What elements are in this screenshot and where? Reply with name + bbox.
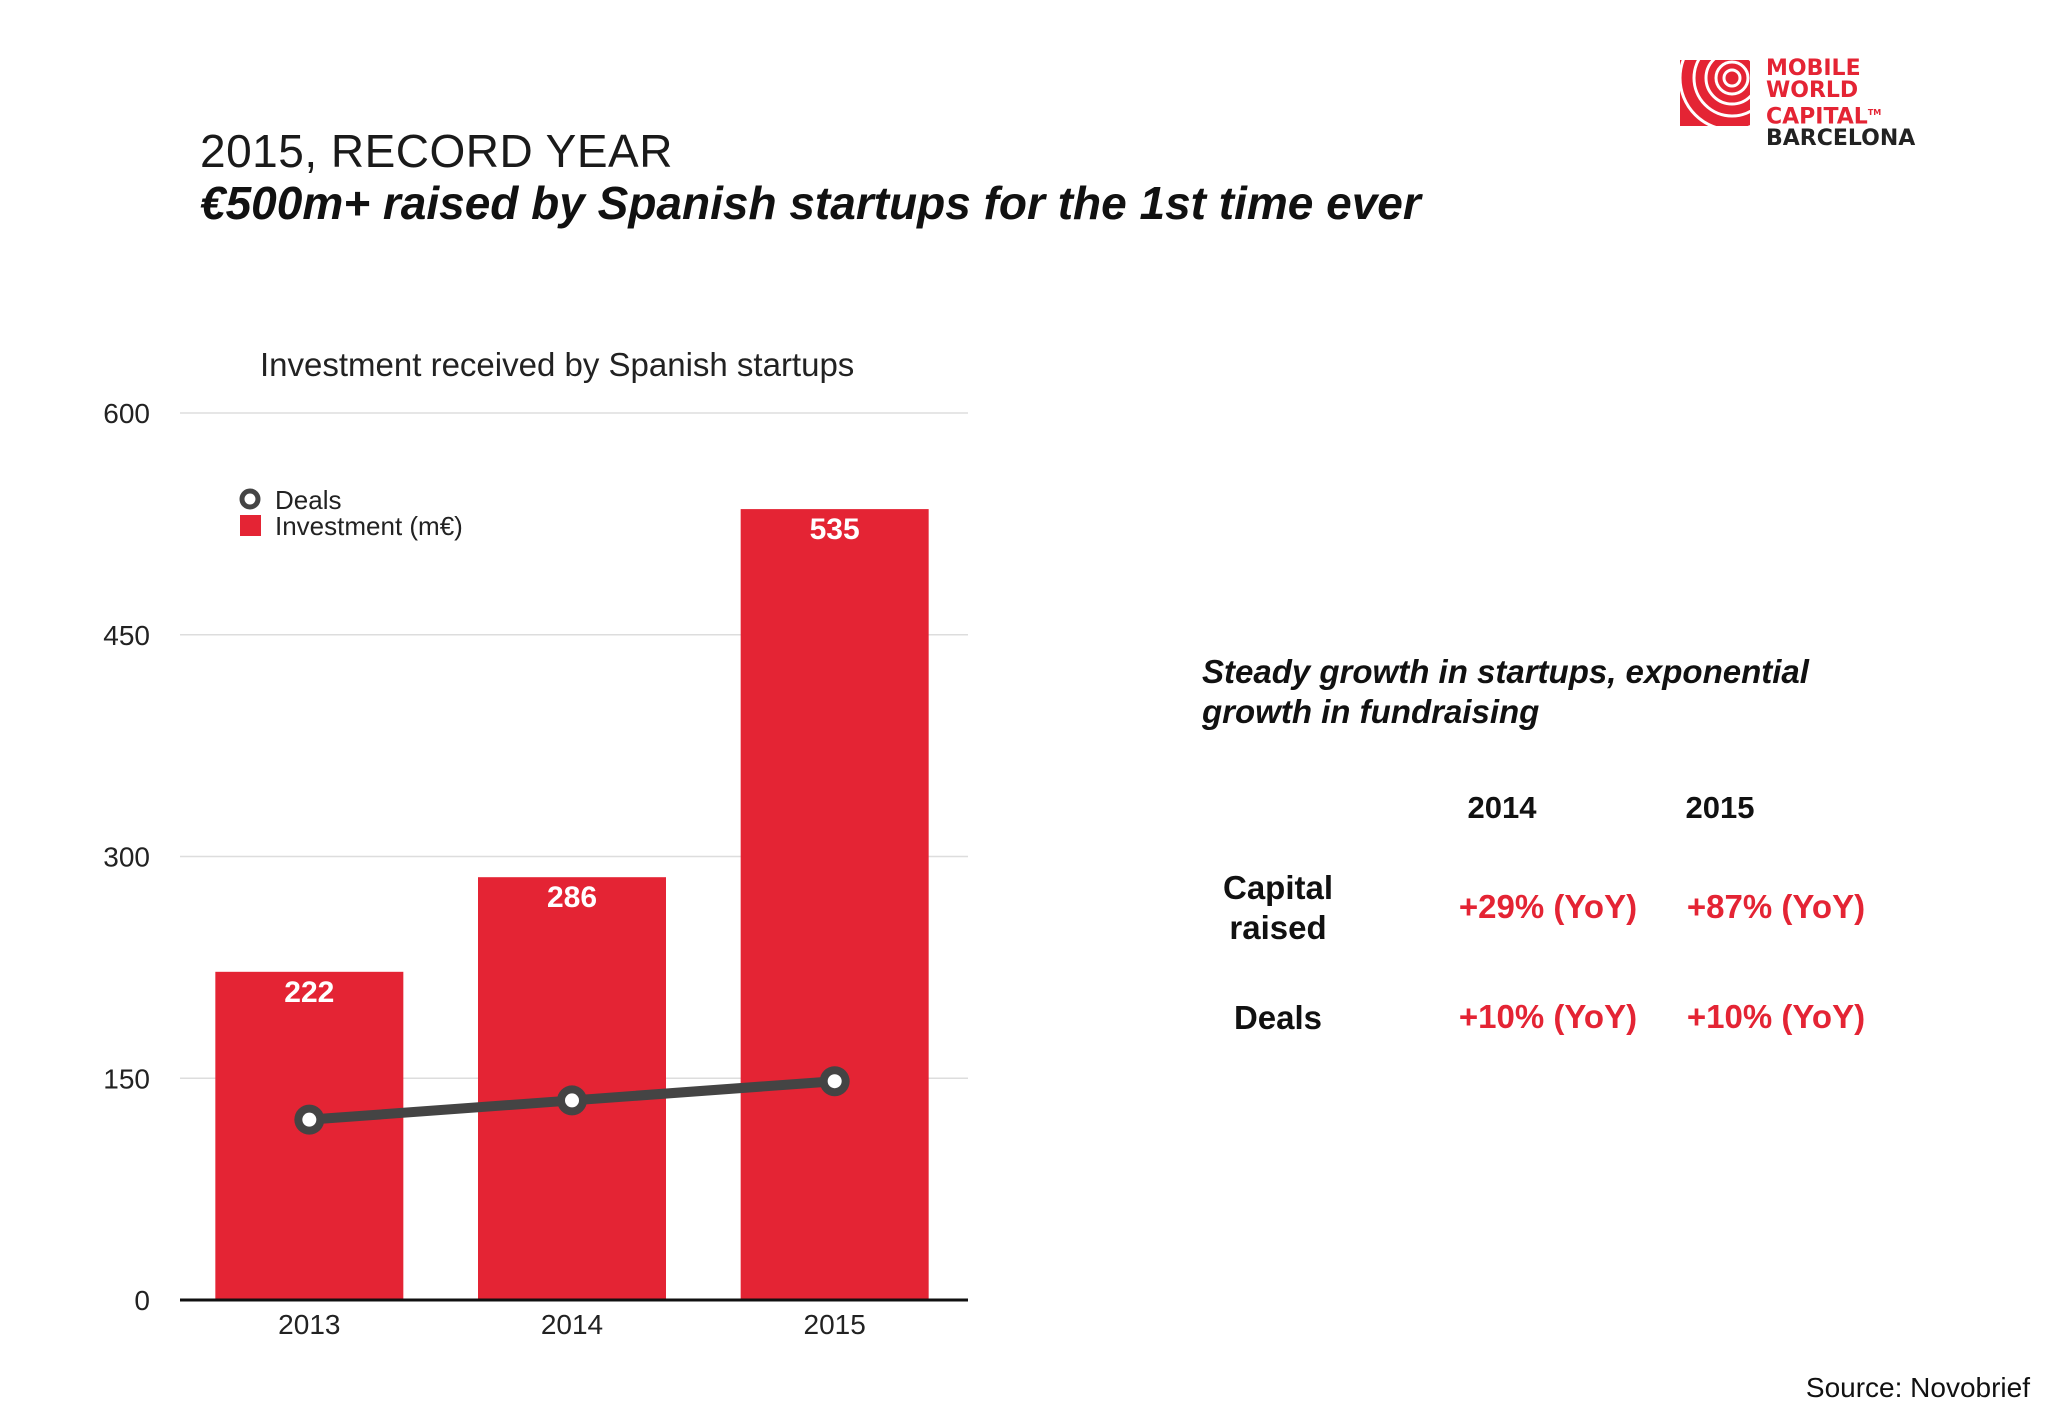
cell-deals-2014: +10% (YoY)	[1458, 998, 1638, 1035]
investment-chart: 222 286 535 0 150 300 450 600 2013 2014 2015 Deal…	[103, 398, 968, 1340]
x-tick-label: 2013	[278, 1309, 340, 1340]
logo-line-2: WORLD CAPITAL	[1766, 78, 1868, 130]
legend-investment-label: Investment (m€)	[275, 511, 463, 541]
cell-capital-2014: +29% (YoY)	[1458, 888, 1638, 925]
mobile-world-capital-logo: MOBILE WORLD CAPITALTM BARCELONA	[1680, 56, 1980, 150]
cell-deals-2015: +10% (YoY)	[1686, 998, 1866, 1035]
y-tick-label: 600	[103, 398, 150, 429]
deals-point-center	[302, 1112, 317, 1127]
y-tick-label: 150	[103, 1063, 150, 1094]
table-header-2015: 2015	[1685, 790, 1755, 825]
data-label-2013: 222	[284, 976, 334, 1009]
table-header-2014: 2014	[1467, 790, 1537, 825]
legend-deals-marker	[239, 488, 261, 510]
row-label-deals: Deals	[1233, 999, 1323, 1036]
x-tick-label: 2014	[541, 1309, 603, 1340]
logo-line-3: BARCELONA	[1766, 126, 1916, 152]
row-label-capital-raised: Capital raised	[1222, 869, 1334, 946]
kicker: 2015, RECORD YEAR	[200, 125, 673, 177]
deals-point-center	[827, 1074, 842, 1089]
x-tick-label: 2015	[804, 1309, 866, 1340]
y-tick-label: 300	[103, 842, 150, 873]
logo-line-1: MOBILE	[1766, 56, 1861, 81]
bar-2013	[215, 971, 404, 1300]
bar-2015	[740, 509, 929, 1300]
data-label-2014: 286	[547, 881, 597, 914]
right-panel-title: Steady growth in startups, exponential g…	[1202, 653, 1809, 730]
cell-capital-2015: +87% (YoY)	[1686, 888, 1866, 925]
logo-mark-icon	[1680, 60, 1750, 126]
y-tick-label: 450	[103, 620, 150, 651]
chart-title: Investment received by Spanish startups	[260, 346, 855, 383]
deals-point-center	[565, 1093, 579, 1108]
page-title: €500m+ raised by Spanish startups for th…	[200, 177, 1421, 229]
legend-deals-label: Deals	[275, 485, 341, 515]
data-label-2015: 535	[810, 513, 860, 546]
source-note: Source: Novobrief	[1805, 1372, 2030, 1403]
logo-tm: TM	[1867, 108, 1882, 117]
legend-investment-marker	[240, 515, 261, 536]
y-tick-label: 0	[134, 1285, 150, 1316]
